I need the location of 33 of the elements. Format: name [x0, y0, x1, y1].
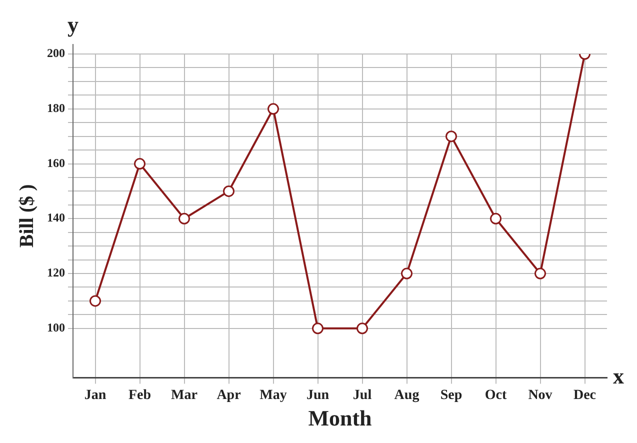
- x-tick-label: Apr: [216, 388, 241, 403]
- y-tick-label: 140: [47, 210, 65, 225]
- y-tick-label: 160: [47, 156, 65, 170]
- text: x: [613, 363, 624, 388]
- x-tick-label: May: [260, 388, 287, 403]
- x-tick-label: Aug: [394, 388, 420, 403]
- x-tick-label: Jun: [306, 388, 330, 403]
- x-axis-title: Month: [308, 405, 372, 430]
- x-tick-label: Mar: [171, 388, 198, 403]
- text: y: [68, 12, 78, 37]
- x-tick-label: Dec: [573, 388, 596, 403]
- x-tick-label: Sep: [440, 388, 462, 403]
- x-tick-label: Oct: [484, 388, 507, 403]
- y-axis-title: Bill ($ ): [16, 184, 38, 248]
- point: [268, 103, 279, 115]
- point: [534, 268, 546, 280]
- y-tick-label: 180: [47, 100, 65, 115]
- point: [356, 322, 368, 334]
- y-tick-label: 120: [47, 266, 65, 280]
- y-tick-label: 100: [47, 320, 65, 334]
- point: [312, 322, 324, 334]
- x-tick-label: Jul: [352, 388, 372, 403]
- point: [134, 158, 146, 170]
- x-tick-label: Nov: [528, 388, 552, 403]
- point: [178, 212, 190, 224]
- y-tick-label: 200: [47, 46, 65, 60]
- point: [401, 268, 412, 280]
- point: [490, 212, 502, 224]
- point: [446, 130, 457, 142]
- point: [223, 185, 234, 197]
- x-tick-label: Feb: [128, 388, 152, 403]
- x-tick-label: Jan: [84, 388, 106, 403]
- point: [90, 295, 101, 307]
